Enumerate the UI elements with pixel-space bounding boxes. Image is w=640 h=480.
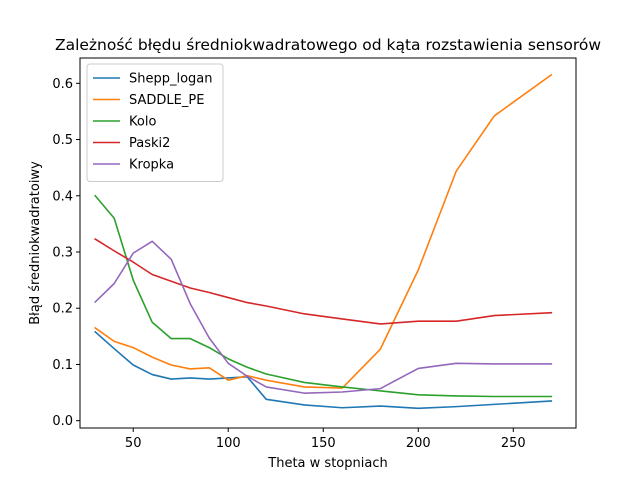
- y-tick-label: 0.4: [52, 189, 73, 204]
- plot-area: [79, 57, 577, 429]
- axes-frame: [79, 57, 577, 429]
- legend-box: [86, 63, 224, 182]
- ticks-layer: 50 100 150 200 250 0.0 0.1 0.2 0.3 0.4 0.5 0.6: [52, 77, 525, 451]
- legend-label: Paski2: [129, 136, 170, 151]
- x-tick-label: 50: [125, 436, 142, 451]
- series-line-paski2: [94, 237, 553, 325]
- legend-label: Shepp_logan: [129, 72, 213, 87]
- y-tick-label: 0.3: [52, 245, 73, 260]
- series-line-kolo: [94, 194, 553, 398]
- x-tick-label: 250: [501, 436, 526, 451]
- y-tick-label: 0.0: [52, 414, 73, 429]
- legend-label: Kolo: [129, 115, 156, 130]
- x-axis-label: Theta w stopniach: [267, 456, 387, 471]
- x-tick-label: 150: [311, 436, 336, 451]
- y-axis-label: Błąd średniokwadratoiwy: [28, 161, 43, 325]
- chart-title: Zależność błędu średniokwadratowego od k…: [55, 36, 601, 54]
- series-line-kropka: [94, 240, 553, 394]
- series-layer: [94, 73, 553, 410]
- y-tick-label: 0.5: [52, 133, 73, 148]
- legend-label: Kropka: [129, 158, 174, 173]
- y-tick-label: 0.6: [52, 77, 73, 92]
- x-tick-label: 200: [406, 436, 431, 451]
- y-tick-label: 0.1: [52, 358, 73, 373]
- legend: Shepp_logan SADDLE_PE Kolo Paski2 Kropka: [86, 63, 224, 182]
- y-tick-label: 0.2: [52, 302, 73, 317]
- x-tick-label: 100: [216, 436, 241, 451]
- legend-label: SADDLE_PE: [129, 93, 204, 108]
